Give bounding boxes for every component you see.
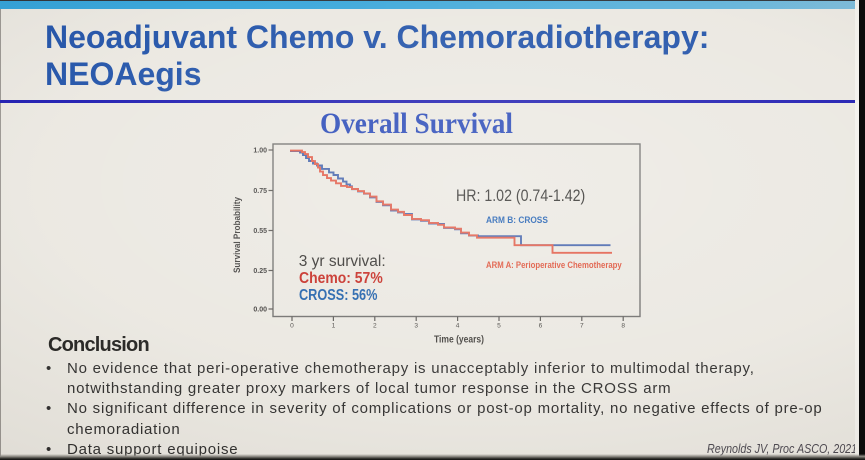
svg-text:0.75: 0.75 xyxy=(253,188,267,195)
svg-text:0.25: 0.25 xyxy=(253,268,267,275)
svg-text:8: 8 xyxy=(621,323,625,330)
svg-text:3: 3 xyxy=(414,323,418,330)
svg-text:0.55: 0.55 xyxy=(253,228,267,235)
svg-text:0: 0 xyxy=(290,323,294,330)
svg-text:2: 2 xyxy=(373,323,377,330)
svg-text:5: 5 xyxy=(497,323,501,330)
svg-text:0.00: 0.00 xyxy=(253,307,267,314)
svg-text:Survival Probability: Survival Probability xyxy=(232,196,243,273)
svg-text:6: 6 xyxy=(539,323,543,330)
svg-text:7: 7 xyxy=(580,323,584,330)
svg-text:1.00: 1.00 xyxy=(253,148,267,155)
svg-text:1: 1 xyxy=(332,323,336,330)
svg-text:Time (years): Time (years) xyxy=(434,335,484,346)
svg-text:4: 4 xyxy=(456,323,460,330)
